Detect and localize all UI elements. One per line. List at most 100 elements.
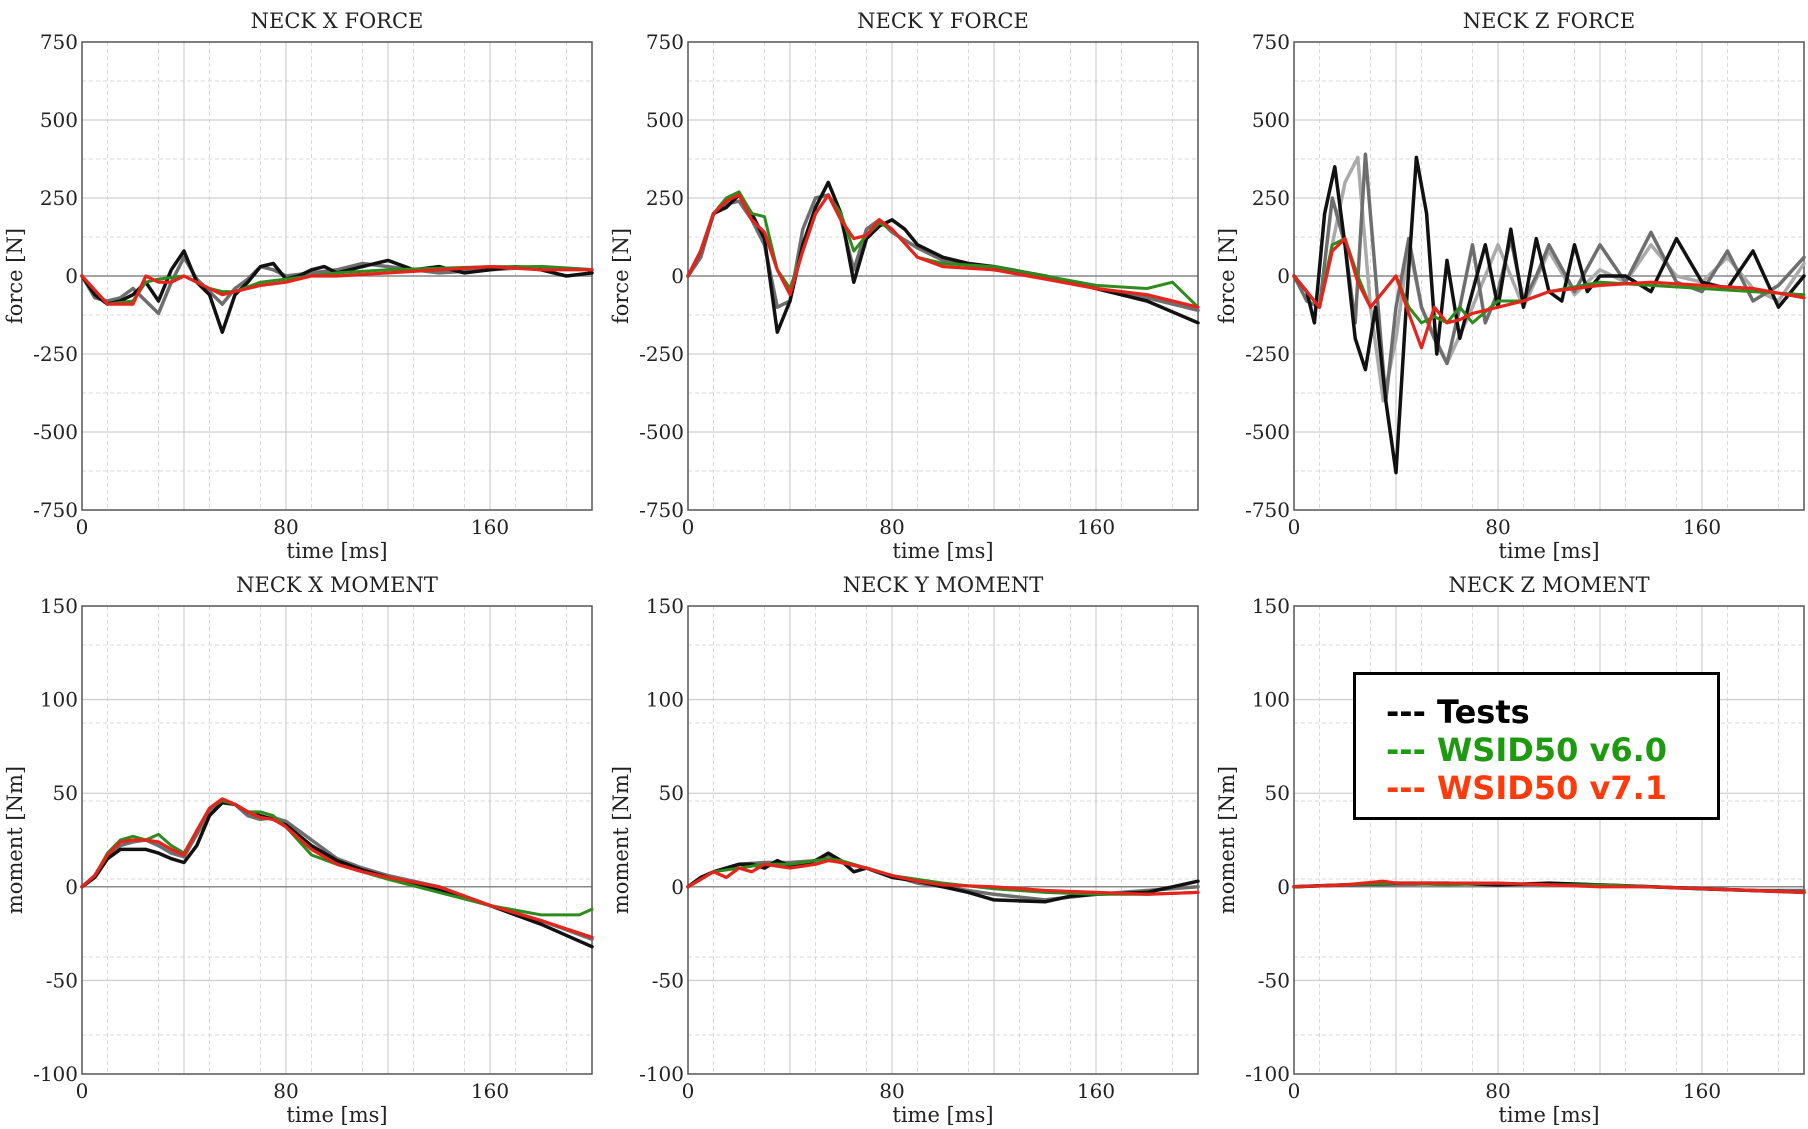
- x-tick-label: 160: [1683, 1079, 1721, 1103]
- y-axis-label: moment [Nm]: [609, 766, 633, 914]
- x-tick-label: 80: [879, 515, 904, 539]
- y-tick-label: -750: [33, 498, 78, 522]
- y-tick-label: -100: [1245, 1062, 1290, 1086]
- y-tick-label: 0: [1277, 264, 1290, 288]
- y-tick-label: 750: [40, 30, 78, 54]
- chart-title: NECK X MOMENT: [236, 573, 438, 597]
- y-tick-label: 50: [659, 781, 684, 805]
- x-tick-label: 80: [1485, 515, 1510, 539]
- y-tick-label: 500: [40, 108, 78, 132]
- y-tick-label: 250: [1252, 186, 1290, 210]
- plot-frame: [1293, 605, 1805, 1075]
- x-tick-label: 160: [471, 515, 509, 539]
- y-tick-label: -500: [1245, 420, 1290, 444]
- legend-item-tests: --- Tests: [1386, 693, 1530, 731]
- y-tick-label: 50: [53, 781, 78, 805]
- y-tick-label: 0: [671, 264, 684, 288]
- series-line-v71: [1292, 237, 1806, 350]
- x-tick-label: 80: [879, 1079, 904, 1103]
- x-tick-label: 160: [1683, 515, 1721, 539]
- series-line-v60: [686, 190, 1200, 309]
- y-axis-label: force [N]: [1215, 228, 1239, 324]
- chart-title: NECK X FORCE: [251, 9, 424, 33]
- y-axis-label: moment [Nm]: [3, 766, 27, 914]
- y-tick-label: -250: [639, 342, 684, 366]
- chart-title: NECK Z FORCE: [1463, 9, 1635, 33]
- chart-title: NECK Y FORCE: [857, 9, 1029, 33]
- x-tick-label: 80: [273, 1079, 298, 1103]
- legend-item-wsid50-v71: --- WSID50 v7.1: [1386, 769, 1668, 807]
- y-axis-label: moment [Nm]: [1215, 766, 1239, 914]
- y-tick-label: 150: [40, 594, 78, 618]
- y-tick-label: -750: [1245, 498, 1290, 522]
- y-tick-label: 0: [65, 264, 78, 288]
- y-tick-label: 500: [1252, 108, 1290, 132]
- series-line-tests: [80, 249, 594, 334]
- x-tick-label: 80: [1485, 1079, 1510, 1103]
- y-tick-label: 750: [1252, 30, 1290, 54]
- y-tick-label: 0: [671, 875, 684, 899]
- x-tick-label: 0: [76, 515, 89, 539]
- plot-frame: [81, 605, 593, 1075]
- chart-title: NECK Z MOMENT: [1448, 573, 1649, 597]
- y-tick-label: 250: [40, 186, 78, 210]
- y-tick-label: -500: [33, 420, 78, 444]
- y-tick-label: -50: [1258, 968, 1290, 992]
- x-tick-label: 0: [76, 1079, 89, 1103]
- series-line-v71: [686, 858, 1200, 896]
- x-tick-label: 0: [682, 515, 695, 539]
- y-tick-label: 500: [646, 108, 684, 132]
- series-line-tests-alt2: [1292, 155, 1806, 403]
- y-tick-label: -50: [46, 968, 78, 992]
- x-axis-label: time [ms]: [1498, 1103, 1599, 1127]
- y-tick-label: 250: [646, 186, 684, 210]
- series-line-v71: [80, 797, 594, 939]
- plot-frame: [687, 605, 1199, 1075]
- y-tick-label: 100: [646, 688, 684, 712]
- series-line-tests-alt: [80, 798, 594, 941]
- y-tick-label: -750: [639, 498, 684, 522]
- x-axis-label: time [ms]: [286, 539, 387, 563]
- series-line-v71: [686, 193, 1200, 309]
- y-axis-label: force [N]: [609, 228, 633, 324]
- x-tick-label: 0: [1288, 1079, 1301, 1103]
- y-tick-label: 750: [646, 30, 684, 54]
- series-line-tests-alt: [80, 255, 594, 316]
- y-axis-label: force [N]: [3, 228, 27, 324]
- y-tick-label: 150: [646, 594, 684, 618]
- series-line-tests-alt: [1292, 152, 1806, 403]
- y-tick-label: 100: [40, 688, 78, 712]
- series-line-v71: [80, 265, 594, 306]
- x-tick-label: 160: [471, 1079, 509, 1103]
- x-axis-label: time [ms]: [892, 539, 993, 563]
- x-tick-label: 160: [1077, 515, 1115, 539]
- x-axis-label: time [ms]: [892, 1103, 993, 1127]
- y-tick-label: 100: [1252, 688, 1290, 712]
- chart-title: NECK Y MOMENT: [843, 573, 1044, 597]
- x-axis-label: time [ms]: [286, 1103, 387, 1127]
- y-tick-label: 50: [1265, 781, 1290, 805]
- x-tick-label: 160: [1077, 1079, 1115, 1103]
- legend-item-wsid50-v60: --- WSID50 v6.0: [1386, 731, 1668, 769]
- x-tick-label: 0: [1288, 515, 1301, 539]
- y-tick-label: 0: [65, 875, 78, 899]
- y-tick-label: 0: [1277, 875, 1290, 899]
- y-tick-label: -100: [33, 1062, 78, 1086]
- x-axis-label: time [ms]: [1498, 539, 1599, 563]
- x-tick-label: 0: [682, 1079, 695, 1103]
- series-line-v71: [1292, 879, 1806, 895]
- y-tick-label: -500: [639, 420, 684, 444]
- y-tick-label: 150: [1252, 594, 1290, 618]
- legend: --- Tests --- WSID50 v6.0 --- WSID50 v7.…: [1353, 672, 1720, 820]
- y-tick-label: -250: [33, 342, 78, 366]
- y-tick-label: -250: [1245, 342, 1290, 366]
- y-tick-label: -100: [639, 1062, 684, 1086]
- y-tick-label: -50: [652, 968, 684, 992]
